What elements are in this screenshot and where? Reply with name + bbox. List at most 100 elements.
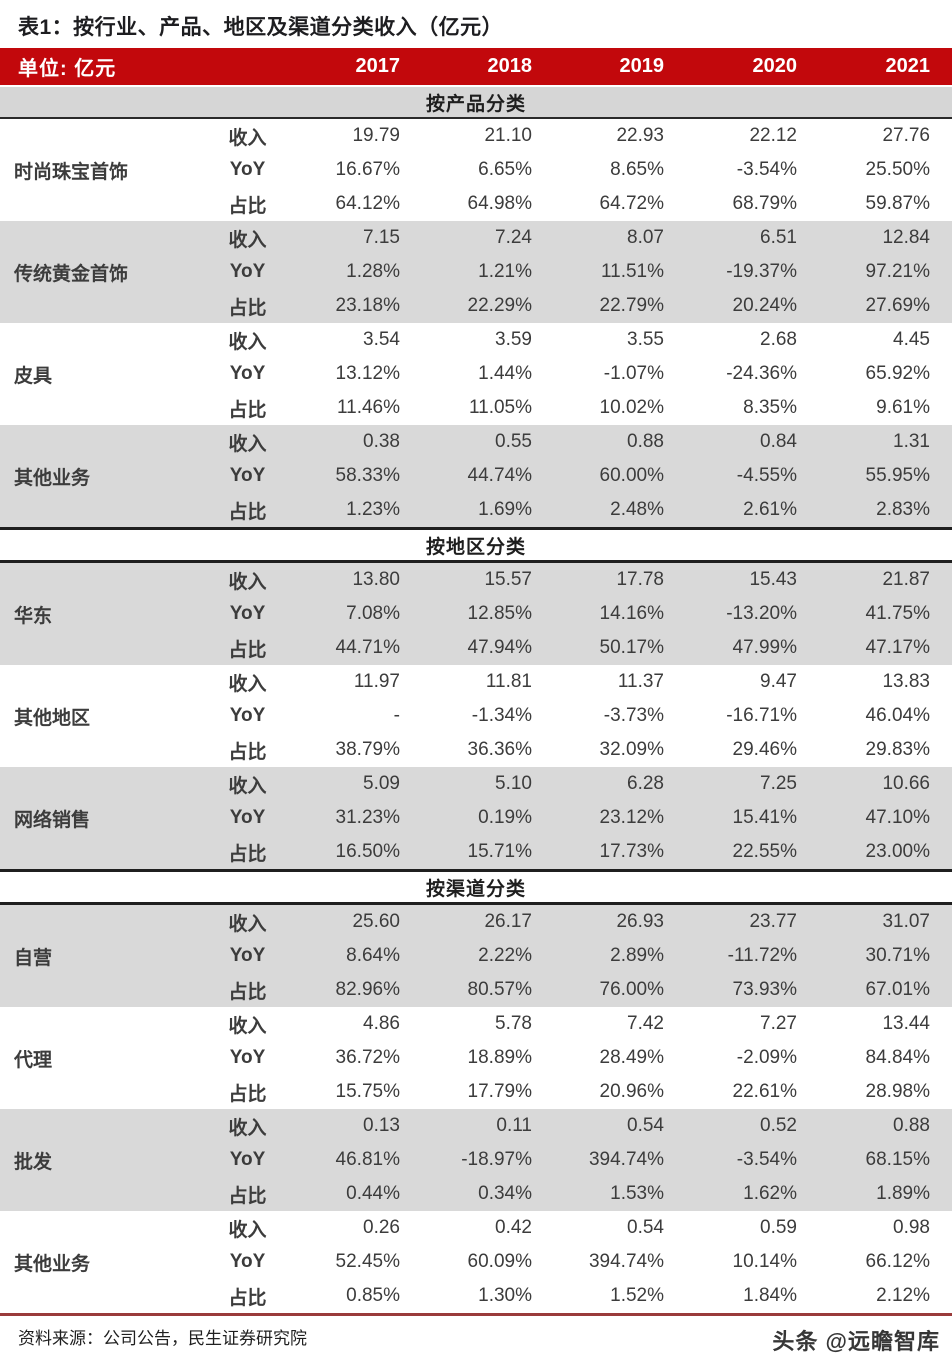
- value-cell: -: [393, 705, 400, 726]
- table-row: YoY 46.81% -18.97% 394.74% -3.54% 68.15%: [0, 1143, 952, 1177]
- metric-cell: 收入: [228, 673, 267, 695]
- section-header-row: 按渠道分类: [0, 869, 952, 905]
- metric-cell: 占比: [205, 631, 290, 665]
- toutiao-watermark: 头条 @远瞻智库: [772, 1329, 940, 1354]
- value-cell: 11.81: [485, 671, 532, 692]
- value-cell: 22.61%: [732, 1081, 797, 1102]
- value-cell: 22.79%: [554, 289, 686, 323]
- table-row: 传统黄金首饰 收入 7.15 7.24 8.07 6.51 12.84: [0, 221, 952, 323]
- metric-cell: YoY: [229, 1047, 266, 1068]
- group-name-cell: 其他业务: [0, 425, 205, 529]
- value-cell: 73.93%: [686, 973, 819, 1007]
- value-cell: 5.78: [495, 1013, 532, 1034]
- value-cell: 0.34%: [422, 1177, 554, 1211]
- table-row: YoY 58.33% 44.74% 60.00% -4.55% 55.95%: [0, 459, 952, 493]
- value-cell: 28.49%: [599, 1047, 664, 1068]
- value-cell: 38.79%: [335, 739, 400, 760]
- table-row: 其他业务 收入 0.38 0.55 0.88 0.84 1.31: [0, 425, 952, 529]
- value-cell: -19.37%: [686, 255, 819, 289]
- value-cell: -3.54%: [736, 159, 797, 180]
- value-cell: 8.07: [554, 221, 686, 255]
- value-cell: 36.36%: [467, 739, 532, 760]
- value-cell: -16.71%: [726, 705, 797, 726]
- value-cell: 64.72%: [599, 193, 664, 214]
- value-cell: 15.41%: [686, 801, 819, 835]
- table-row: 时尚珠宝首饰 收入 19.79 21.10 22.93 22.12 27.76: [0, 118, 952, 183]
- metric-cell: YoY: [205, 255, 290, 289]
- metric-cell: 占比: [205, 493, 290, 529]
- table-row: YoY 52.45% 60.09% 394.74% 10.14% 66.12%: [0, 1245, 952, 1279]
- table-row: 占比 64.12% 64.98% 64.72% 68.79% 59.87%: [0, 187, 952, 221]
- value-cell: 27.69%: [819, 289, 952, 323]
- value-cell: 12.84: [819, 221, 952, 255]
- value-cell: 17.78: [554, 561, 686, 597]
- metric-cell: 收入: [205, 903, 290, 939]
- value-cell: 25.60: [290, 903, 422, 939]
- value-cell: 7.42: [627, 1013, 664, 1034]
- metric-cell: 占比: [205, 835, 290, 871]
- metric-cell: 占比: [205, 289, 290, 323]
- table-row: YoY - -1.34% -3.73% -16.71% 46.04%: [0, 699, 952, 733]
- value-cell: 15.75%: [335, 1081, 400, 1102]
- table-row: 代理 收入 4.86 5.78 7.42 7.27 13.44: [0, 1007, 952, 1071]
- table-row: YoY 7.08% 12.85% 14.16% -13.20% 41.75%: [0, 597, 952, 631]
- value-cell: 10.14%: [732, 1251, 797, 1272]
- value-cell: 0.55: [422, 425, 554, 459]
- value-cell: 32.09%: [599, 739, 664, 760]
- table-row: 华东 收入 13.80 15.57 17.78 15.43 21.87: [0, 561, 952, 665]
- value-cell: 1.28%: [290, 255, 422, 289]
- value-cell: 55.95%: [819, 459, 952, 493]
- metric-cell: 收入: [205, 1109, 290, 1143]
- value-cell: 58.33%: [290, 459, 422, 493]
- value-cell: 60.00%: [554, 459, 686, 493]
- value-cell: 2.89%: [554, 939, 686, 973]
- value-cell: 0.11: [422, 1109, 554, 1143]
- value-cell: 23.12%: [554, 801, 686, 835]
- value-cell: 9.47: [760, 671, 797, 692]
- group-name-cell: 皮具: [14, 365, 53, 387]
- value-cell: 13.83: [882, 671, 930, 692]
- value-cell: 11.46%: [336, 397, 400, 418]
- value-cell: 14.16%: [554, 597, 686, 631]
- value-cell: 7.27: [760, 1013, 797, 1034]
- value-cell: 47.94%: [422, 631, 554, 665]
- value-cell: 16.67%: [335, 159, 400, 180]
- value-cell: 23.77: [686, 903, 819, 939]
- table-row: 自营 收入 25.60 26.17 26.93 23.77 31.07: [0, 903, 952, 1007]
- value-cell: 10.66: [819, 767, 952, 801]
- value-cell: 394.74%: [588, 1251, 664, 1272]
- value-cell: 5.09: [290, 767, 422, 801]
- value-cell: 16.50%: [290, 835, 422, 871]
- value-cell: 68.15%: [819, 1143, 952, 1177]
- value-cell: 8.65%: [610, 159, 664, 180]
- value-cell: 0.13: [290, 1109, 422, 1143]
- value-cell: 19.79: [352, 125, 400, 146]
- value-cell: 1.69%: [422, 493, 554, 529]
- footer: 资料来源：公司公告，民生证券研究院 头条 @远瞻智库: [0, 1316, 952, 1356]
- value-cell: 20.24%: [686, 289, 819, 323]
- metric-cell: 收入: [205, 425, 290, 459]
- value-cell: 12.85%: [422, 597, 554, 631]
- value-cell: 0.59: [760, 1217, 797, 1238]
- value-cell: 50.17%: [554, 631, 686, 665]
- value-cell: 13.80: [290, 561, 422, 597]
- value-cell: 2.83%: [819, 493, 952, 529]
- value-cell: 1.30%: [478, 1285, 532, 1306]
- value-cell: 0.88: [554, 425, 686, 459]
- value-cell: 2.61%: [686, 493, 819, 529]
- value-cell: 59.87%: [865, 193, 930, 214]
- table-row: 占比 0.44% 0.34% 1.53% 1.62% 1.89%: [0, 1177, 952, 1211]
- metric-cell: YoY: [205, 801, 290, 835]
- value-cell: -1.07%: [603, 363, 664, 384]
- table-row: 其他地区 收入 11.97 11.81 11.37 9.47 13.83: [0, 665, 952, 729]
- value-cell: 46.04%: [865, 705, 930, 726]
- metric-cell: YoY: [205, 1143, 290, 1177]
- value-cell: 17.79%: [467, 1081, 532, 1102]
- metric-cell: 占比: [228, 1287, 267, 1309]
- value-cell: -13.20%: [686, 597, 819, 631]
- value-cell: 29.46%: [732, 739, 797, 760]
- value-cell: 0.52: [686, 1109, 819, 1143]
- value-cell: 0.84: [686, 425, 819, 459]
- table-row: 占比 82.96% 80.57% 76.00% 73.93% 67.01%: [0, 973, 952, 1007]
- value-cell: 17.73%: [554, 835, 686, 871]
